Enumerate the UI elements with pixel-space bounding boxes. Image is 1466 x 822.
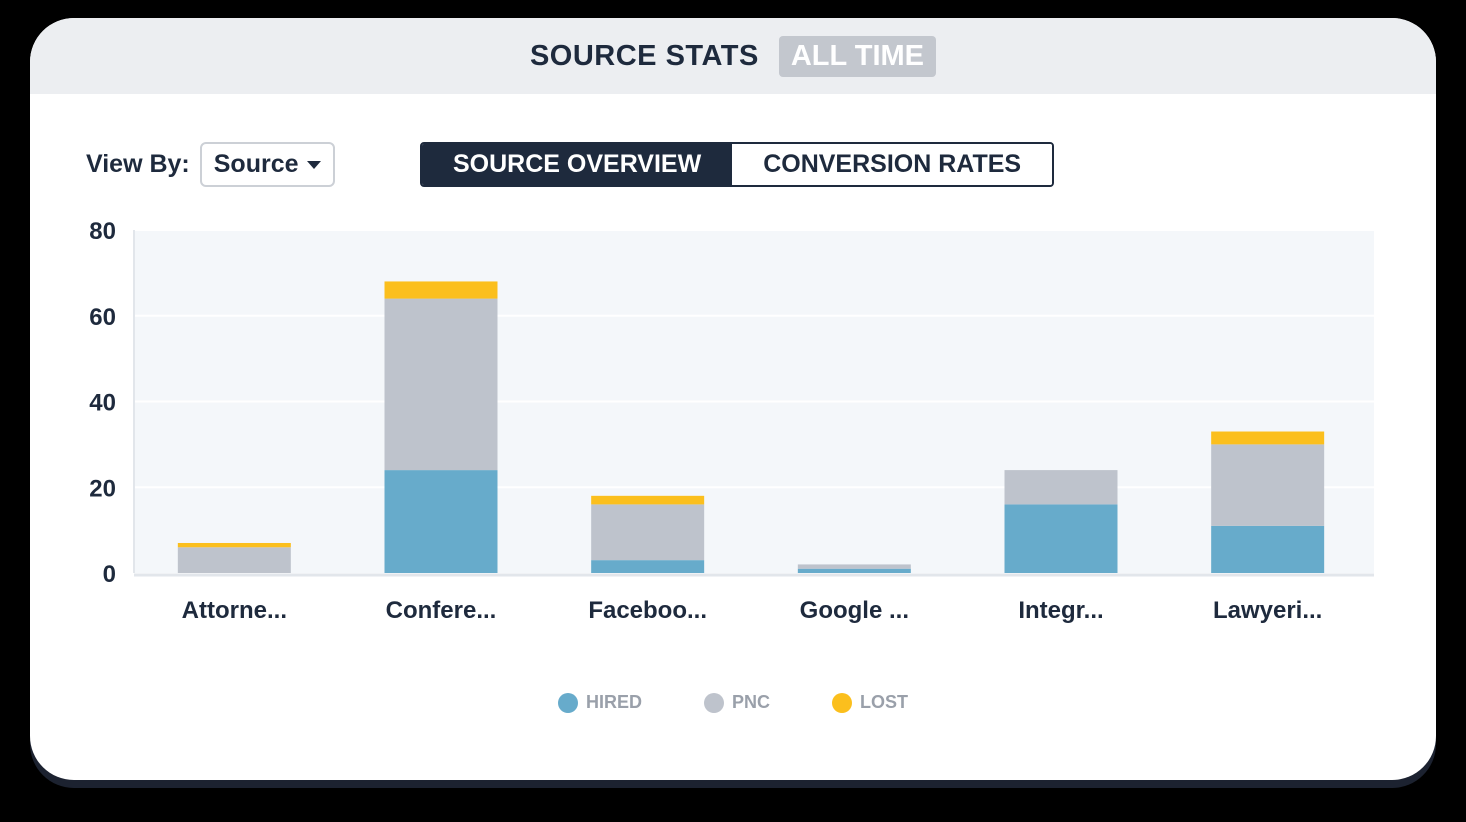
bar-lost <box>384 281 498 299</box>
legend-item-pnc[interactable]: PNC <box>704 692 770 713</box>
lost-dot-icon <box>832 692 853 713</box>
bar-hired <box>384 470 498 573</box>
x-tick-label: Confere... <box>386 597 497 624</box>
card-header: SOURCE STATS ALL TIME <box>30 18 1436 94</box>
view-by-control: View By: Source <box>86 142 335 187</box>
chart-legend: HIRED PNC LOST <box>30 692 1436 713</box>
bar-hired <box>1004 504 1118 573</box>
x-tick-label: Integr... <box>1018 597 1103 624</box>
view-by-label: View By: <box>86 150 190 178</box>
view-toggle: SOURCE OVERVIEW CONVERSION RATES <box>420 142 1055 187</box>
legend-label: LOST <box>860 692 909 712</box>
tab-conversion-rates[interactable]: CONVERSION RATES <box>732 144 1053 185</box>
bar-hired <box>591 560 705 573</box>
y-tick-label: 20 <box>89 475 116 502</box>
legend-item-lost[interactable]: LOST <box>832 692 908 713</box>
y-tick-label: 0 <box>103 561 116 588</box>
stacked-bar-chart: 0 20 40 60 80 Attorne... Confere... Faceboo... G… <box>89 218 1374 624</box>
caret-down-icon <box>306 160 321 169</box>
legend-label: HIRED <box>585 692 642 712</box>
bar-pnc <box>1004 470 1118 505</box>
x-tick-label: Faceboo... <box>588 597 707 624</box>
pnc-dot-icon <box>704 692 724 713</box>
y-tick-label: 40 <box>89 390 116 417</box>
x-tick-label: Lawyeri... <box>1213 597 1322 624</box>
legend-label: PNC <box>732 692 771 712</box>
hired-dot-icon <box>557 692 578 713</box>
bar-pnc <box>1211 444 1325 526</box>
period-badge[interactable]: ALL TIME <box>778 35 937 77</box>
view-by-select[interactable]: Source <box>199 142 335 187</box>
bar-hired <box>797 568 911 573</box>
bar-pnc <box>177 547 291 573</box>
y-tick-label: 60 <box>89 304 116 331</box>
bar-pnc <box>384 298 498 471</box>
bar-pnc <box>591 504 705 561</box>
tab-source-overview[interactable]: SOURCE OVERVIEW <box>422 144 733 185</box>
bar-lost <box>591 495 705 505</box>
legend-item-hired[interactable]: HIRED <box>557 692 642 713</box>
x-tick-label: Google ... <box>800 597 909 624</box>
view-by-value: Source <box>213 150 299 178</box>
source-stats-card: SOURCE STATS ALL TIME View By: Source SO… <box>30 18 1436 780</box>
bar-lost <box>1211 431 1325 445</box>
bar-pnc <box>797 564 911 569</box>
y-tick-label: 80 <box>89 218 116 245</box>
card-title: SOURCE STATS <box>529 39 759 72</box>
bar-hired <box>1211 525 1325 573</box>
x-tick-label: Attorne... <box>182 597 287 624</box>
bar-lost <box>177 542 291 548</box>
